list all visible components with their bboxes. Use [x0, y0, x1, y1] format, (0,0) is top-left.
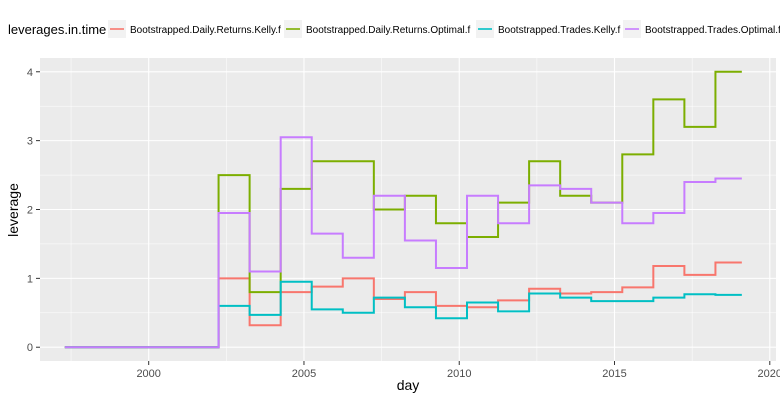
legend: leverages.in.time Bootstrapped.Daily.Ret…: [8, 20, 780, 38]
x-tick-label: 2015: [602, 368, 626, 380]
legend-label: Bootstrapped.Daily.Returns.Kelly.f: [130, 25, 281, 36]
x-tick-label: 2010: [447, 368, 471, 380]
legend-title: leverages.in.time: [8, 22, 106, 37]
legend-label: Bootstrapped.Trades.Optimal.f: [645, 25, 780, 36]
series-line-4: [64, 136, 742, 349]
legend-item-3: Bootstrapped.Trades.Kelly.f: [476, 20, 621, 38]
y-tick-label: 1: [27, 273, 33, 285]
y-tick-label: 3: [27, 136, 33, 148]
x-axis: 2000 2005 2010 2015 2020: [136, 361, 780, 380]
y-axis: 0 1 2 3 4: [27, 67, 40, 354]
y-tick-label: 0: [27, 342, 33, 354]
series-layer: [64, 70, 742, 349]
legend-label: Bootstrapped.Daily.Returns.Optimal.f: [306, 25, 471, 36]
legend-label: Bootstrapped.Trades.Kelly.f: [498, 25, 621, 36]
x-axis-title: day: [397, 377, 420, 393]
legend-item-1: Bootstrapped.Daily.Returns.Kelly.f: [108, 20, 281, 38]
series-line-3: [64, 280, 742, 349]
legend-item-4: Bootstrapped.Trades.Optimal.f: [623, 20, 780, 38]
x-tick-label: 2020: [758, 368, 780, 380]
x-tick-label: 2000: [136, 368, 160, 380]
y-axis-title: leverage: [5, 183, 21, 237]
y-tick-label: 4: [27, 67, 33, 79]
legend-item-2: Bootstrapped.Daily.Returns.Optimal.f: [284, 20, 471, 38]
x-tick-label: 2005: [292, 368, 316, 380]
y-tick-label: 2: [27, 205, 33, 217]
